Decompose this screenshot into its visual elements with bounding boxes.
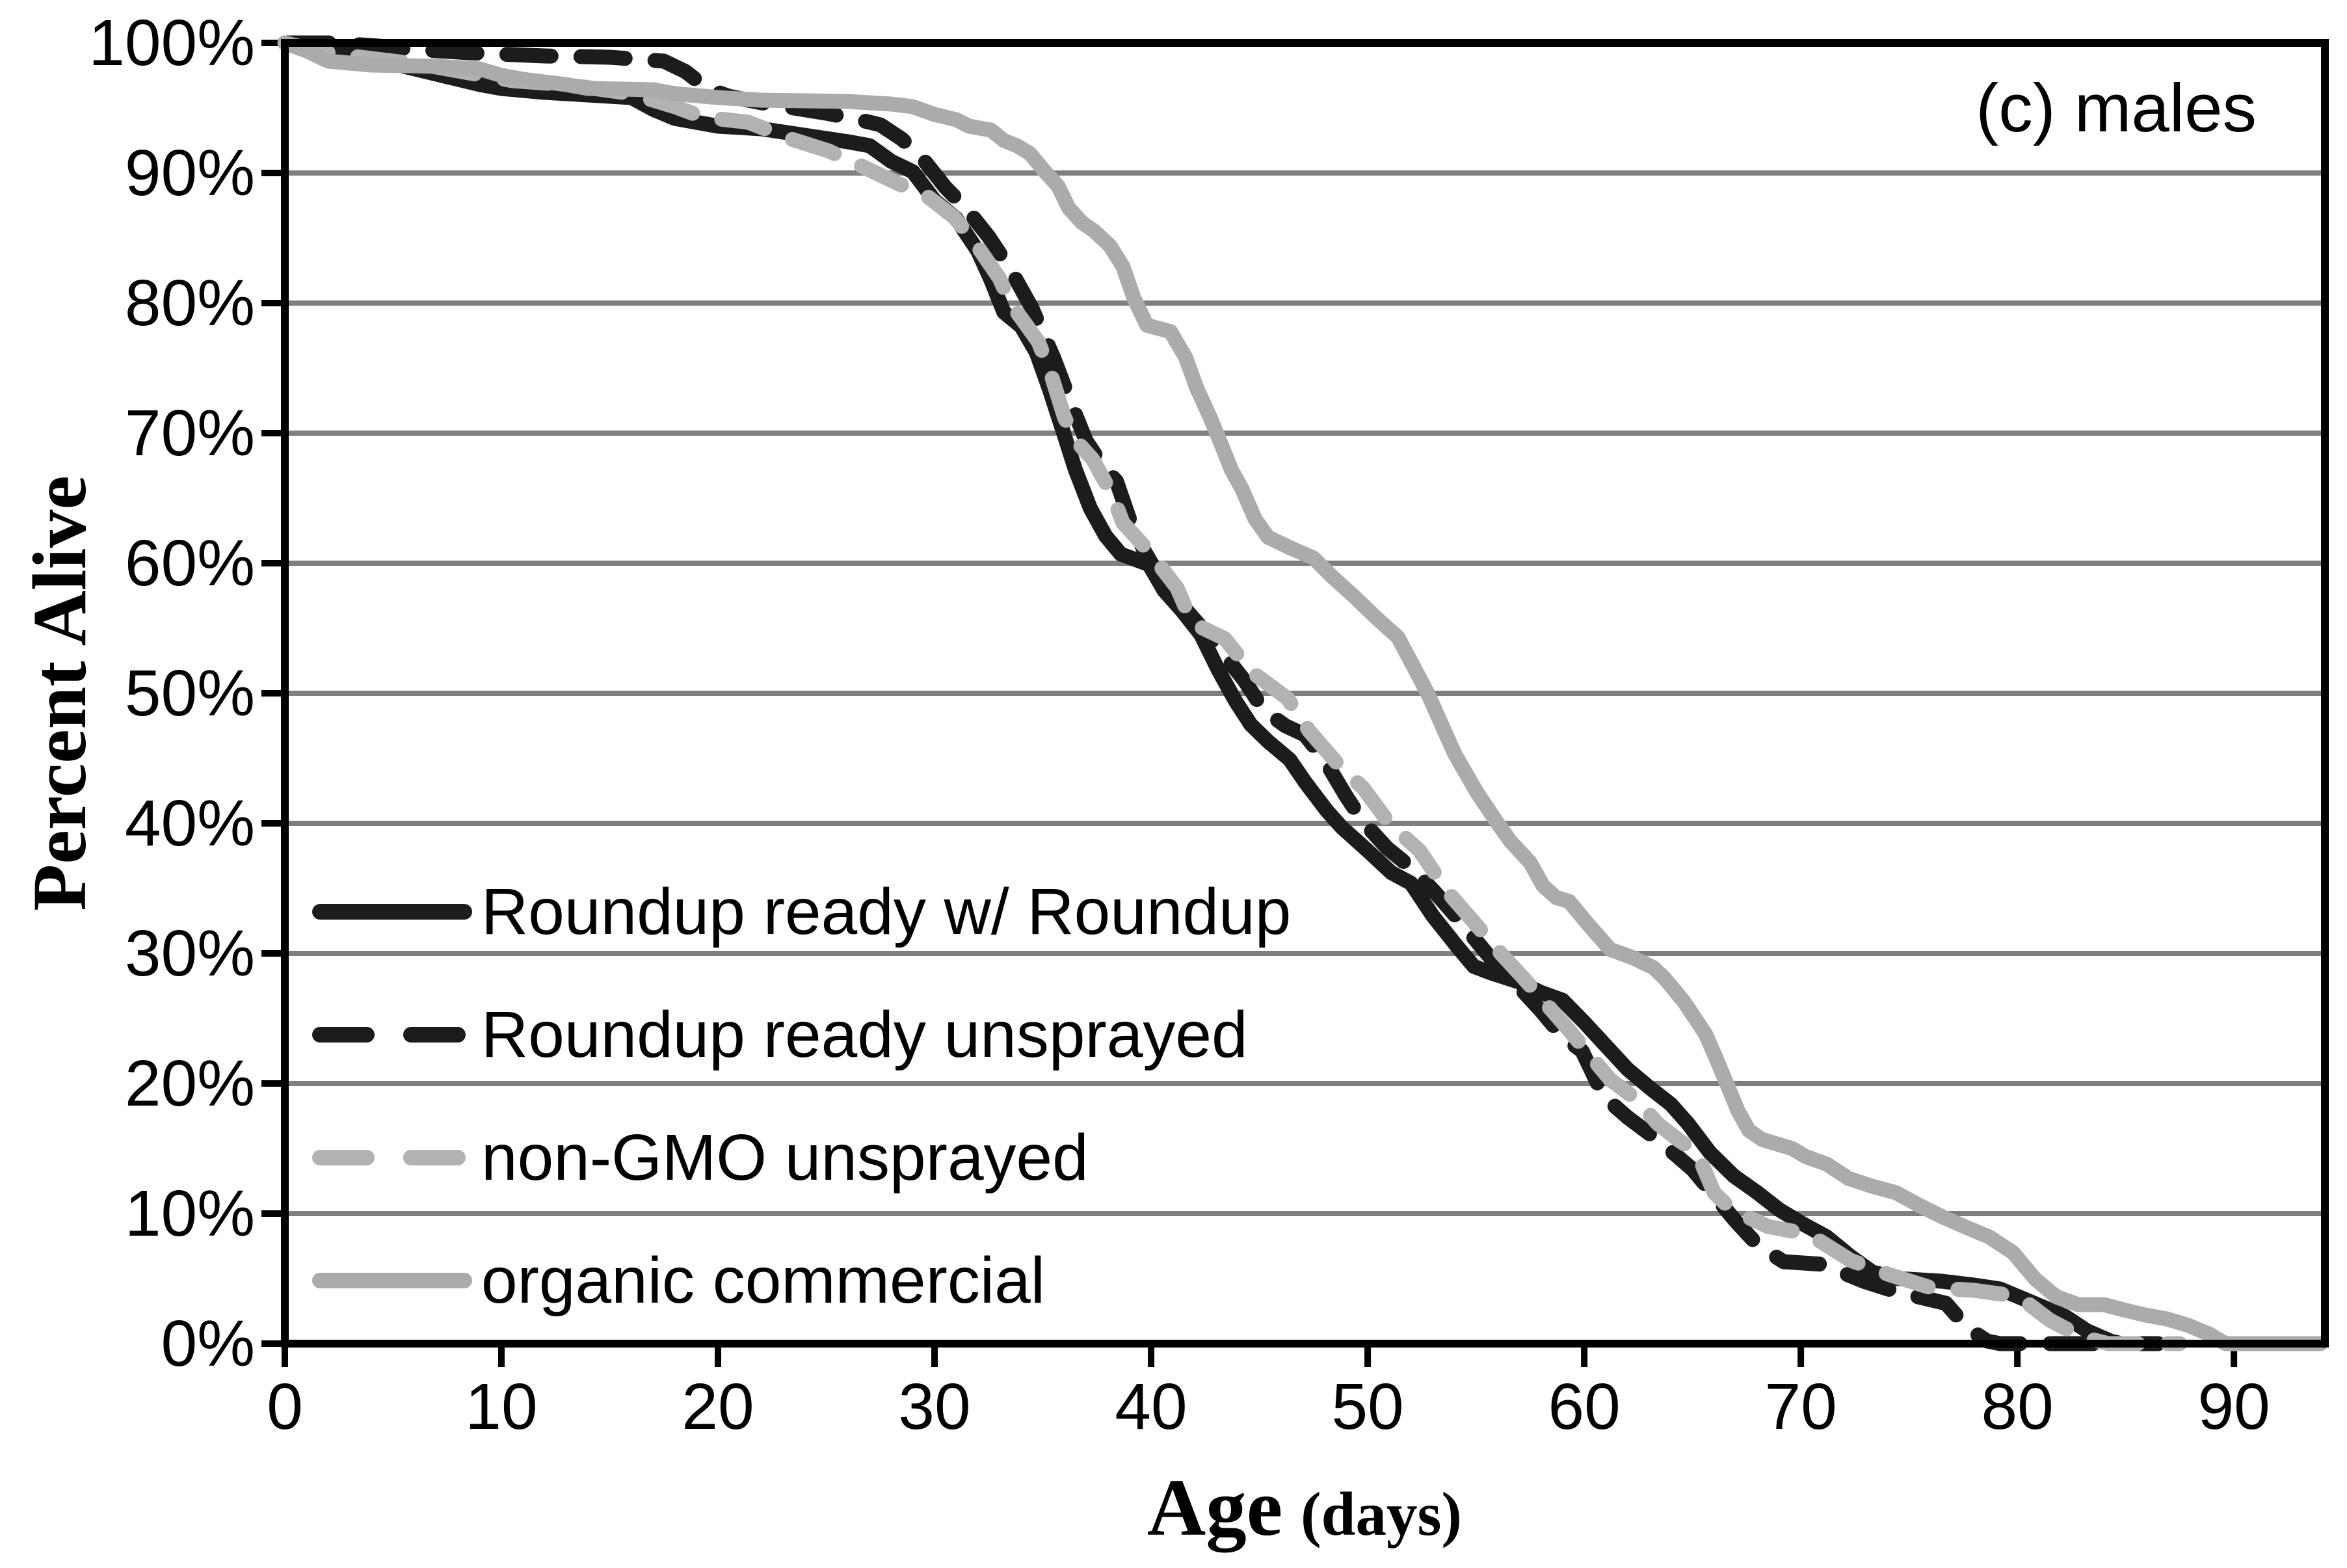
legend-label: organic commercial	[481, 1244, 1045, 1317]
legend-swatch-solid-line-icon	[312, 1273, 472, 1288]
y-tick-label-70: 70%	[124, 397, 255, 470]
x-tick-label-30: 30	[898, 1370, 971, 1443]
legend-swatch-solid-line-icon	[312, 904, 472, 920]
x-tick-label-80: 80	[1981, 1370, 2054, 1443]
x-tick-label-40: 40	[1115, 1370, 1187, 1443]
y-tick-label-0: 0%	[161, 1307, 255, 1380]
series-line-non-gmo-unsprayed	[277, 35, 2188, 1351]
x-axis-title-main: Age	[1147, 1463, 1283, 1553]
legend-swatch-dashed-line-icon	[312, 1027, 472, 1043]
y-axis-title: Percent Alive	[17, 475, 102, 911]
x-tick-label-20: 20	[682, 1370, 754, 1443]
legend-swatch-dashed-line-icon	[312, 1150, 472, 1165]
x-tick-label-50: 50	[1331, 1370, 1404, 1443]
x-tick-label-90: 90	[2197, 1370, 2270, 1443]
plot-area	[261, 35, 2329, 1367]
y-tick-label-30: 30%	[124, 917, 255, 990]
x-tick-label-10: 10	[465, 1370, 538, 1443]
legend-label: Roundup ready unsprayed	[481, 998, 1248, 1071]
y-tick-label-50: 50%	[124, 657, 255, 730]
y-tick-label-60: 60%	[124, 527, 255, 600]
plot-border	[281, 39, 2329, 1348]
y-tick-label-100: 100%	[88, 7, 255, 79]
plot-canvas	[261, 35, 2329, 1367]
y-tick-label-90: 90%	[124, 137, 255, 209]
y-tick-label-40: 40%	[124, 787, 255, 860]
y-tick-label-20: 20%	[124, 1047, 255, 1120]
x-axis-title-unit: (days)	[1300, 1480, 1463, 1548]
x-axis-title: Age (days)	[654, 1462, 1955, 1555]
y-tick-label-80: 80%	[124, 267, 255, 339]
x-tick-label-0: 0	[267, 1370, 303, 1443]
y-tick-label-10: 10%	[124, 1177, 255, 1250]
panel-annotation: (c) males	[1976, 70, 2257, 146]
series-line-organic-commercial	[277, 35, 2328, 1351]
legend-label: Roundup ready w/ Roundup	[481, 875, 1292, 948]
x-tick-label-70: 70	[1764, 1370, 1837, 1443]
x-tick-label-60: 60	[1548, 1370, 1621, 1443]
legend-label: non-GMO unsprayed	[481, 1121, 1089, 1194]
